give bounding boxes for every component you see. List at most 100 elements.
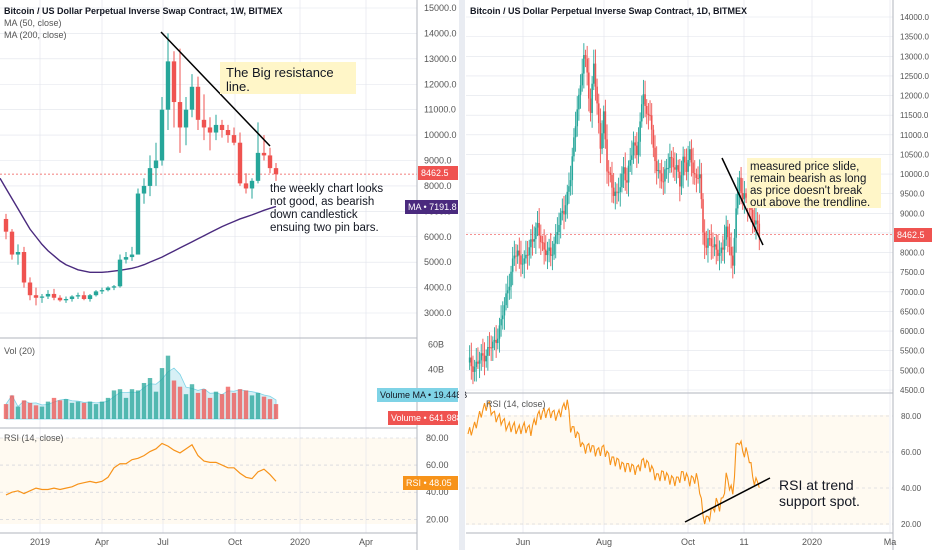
right-candle: [679, 171, 681, 187]
left-volume-bar: [9, 395, 15, 419]
right-candle: [700, 174, 703, 200]
right-candle: [543, 242, 545, 250]
right-candle: [592, 63, 595, 84]
right-candle: [662, 181, 665, 183]
left-candle: [45, 293, 51, 297]
right-candle: [617, 191, 620, 193]
right-candle: [586, 58, 588, 73]
right-candle: [692, 162, 694, 174]
right-time-axis: Jun Aug Oct 11 2020 Ma: [516, 537, 897, 547]
right-candle: [482, 353, 484, 356]
right-candle: [477, 361, 479, 364]
right-rsi-trendline[interactable]: [684, 477, 771, 523]
right-candle: [682, 156, 684, 176]
left-candle: [147, 168, 153, 186]
left-candle: [177, 102, 183, 128]
left-volume-bar: [267, 399, 273, 419]
right-price-tick: 9500.0: [900, 190, 925, 199]
left-volume-bar: [57, 400, 63, 419]
right-candle: [500, 319, 502, 326]
left-candles: [3, 33, 279, 306]
right-price-badge-bg: [894, 228, 932, 242]
left-candle: [33, 295, 39, 298]
left-price-tick: 6000.0: [424, 232, 452, 242]
left-rsi-path: [5, 442, 277, 496]
left-volume-bars: [3, 355, 279, 420]
left-volume-bar: [189, 384, 195, 419]
left-volume-bar: [123, 397, 129, 419]
right-price-tick: 5500.0: [900, 347, 925, 356]
right-candle: [649, 115, 651, 117]
right-rsi-tick: 80.00: [901, 412, 922, 421]
right-candle: [710, 238, 713, 247]
left-time-tick: 2020: [290, 537, 310, 547]
right-candle: [564, 205, 567, 215]
left-volume-bar: [231, 392, 237, 419]
right-candle: [707, 238, 709, 248]
right-price-tick: 10000.0: [900, 170, 929, 179]
right-candle: [698, 174, 701, 179]
right-candle: [639, 121, 641, 142]
right-candle: [674, 167, 676, 170]
left-ma-200-path: [0, 177, 277, 274]
right-candle: [583, 55, 585, 74]
left-candle: [75, 295, 81, 297]
left-candle: [135, 193, 141, 255]
right-candle: [684, 156, 686, 163]
right-candle: [525, 254, 527, 259]
right-candle: [501, 315, 504, 320]
right-candle: [549, 247, 552, 256]
left-candle: [165, 61, 171, 110]
left-ma50-label: MA (50, close): [4, 18, 62, 28]
left-volume-bar: [45, 401, 51, 419]
left-candle: [213, 124, 219, 133]
right-candle: [654, 147, 656, 162]
left-volume-bar: [111, 390, 117, 419]
right-time-tick: Oct: [681, 537, 696, 547]
left-time-tick: Oct: [228, 537, 243, 547]
right-candle: [558, 224, 560, 232]
right-candle: [680, 175, 683, 187]
right-candle: [495, 339, 497, 344]
right-price-tick: 14000.0: [900, 13, 929, 22]
left-price-badge: 8462.5: [421, 168, 449, 178]
left-weekly-note: the weekly chart looks not good, as bear…: [270, 183, 386, 234]
right-candle: [553, 243, 555, 255]
right-candle: [632, 142, 635, 156]
right-candle: [574, 126, 577, 138]
right-candle: [741, 192, 744, 200]
right-candle: [538, 223, 540, 236]
right-price-trendline[interactable]: [721, 157, 764, 246]
right-candle: [672, 158, 675, 168]
right-candle: [480, 353, 483, 361]
right-candle: [619, 187, 622, 192]
left-vol-ma-badge: Volume MA • 19.448B: [380, 390, 467, 400]
right-candle: [664, 169, 666, 182]
left-price-tick: 12000.0: [424, 79, 457, 89]
left-volume-bar: [117, 389, 123, 419]
left-rsi-badge: RSI • 48.05: [406, 478, 452, 488]
left-candle: [9, 231, 15, 255]
left-time-axis: 2019 Apr Jul Oct 2020 Apr: [30, 537, 373, 547]
left-volume-bar: [195, 392, 201, 419]
right-candle: [657, 170, 660, 172]
left-rsi-tick: 60.00: [426, 460, 449, 470]
left-resistance-trendline[interactable]: [160, 31, 271, 147]
right-candle: [743, 193, 746, 200]
right-candle: [468, 357, 471, 363]
left-candle: [225, 130, 231, 136]
right-candle: [554, 234, 557, 244]
right-candle: [581, 73, 583, 86]
right-rsi-note: RSI at trend support spot.: [779, 477, 860, 509]
left-candle: [159, 109, 165, 161]
right-candle: [621, 173, 623, 188]
right-candle: [685, 162, 688, 172]
right-candle: [487, 347, 489, 356]
left-rsi-tick: 80.00: [426, 433, 449, 443]
right-candle: [750, 207, 752, 210]
right-candle: [594, 63, 597, 87]
right-candle: [589, 98, 592, 113]
right-candle: [614, 191, 617, 196]
left-volume-bar: [51, 397, 57, 419]
right-candles: [468, 43, 761, 385]
